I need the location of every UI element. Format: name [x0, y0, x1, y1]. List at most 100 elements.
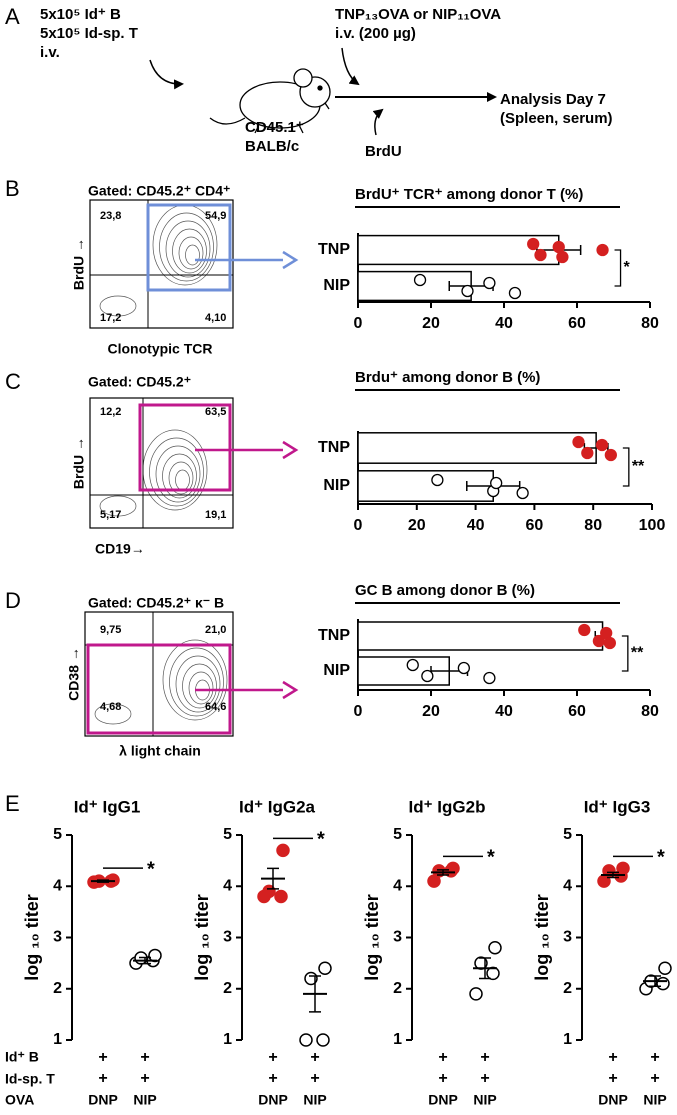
- x-tick-label: 40: [495, 315, 513, 332]
- data-point: [483, 276, 496, 290]
- data-point: [413, 273, 427, 287]
- data-point: [316, 1033, 330, 1047]
- contour: [162, 639, 228, 721]
- data-point: [299, 1033, 313, 1047]
- data-point: [432, 864, 446, 878]
- x-tick-label: 20: [422, 703, 440, 720]
- quadrant-value: 4,68: [100, 701, 121, 713]
- x-tick-label: 80: [584, 517, 602, 534]
- panel-letter: C: [5, 369, 21, 394]
- contour: [162, 453, 197, 499]
- category-label: DNP: [88, 1092, 118, 1108]
- data-point: [658, 961, 672, 975]
- quadrant-value: 4,10: [205, 312, 226, 324]
- x-axis-label: CD19→: [95, 541, 145, 557]
- y-axis-label: log ₁₀ titer: [22, 894, 42, 981]
- contour: [94, 703, 132, 725]
- bar: [357, 432, 597, 464]
- bar: [357, 234, 560, 266]
- donor-text: 5x10⁵ Id⁺ B: [40, 6, 121, 23]
- gate-label: Gated: CD45.2⁺ CD4⁺: [88, 183, 230, 199]
- data-point: [527, 237, 540, 251]
- y-tick-label: 4: [563, 877, 572, 894]
- gate-arrowhead: [282, 250, 299, 270]
- brdu-text: BrdU: [365, 143, 402, 160]
- contour: [178, 236, 204, 270]
- contour: [168, 461, 194, 495]
- data-point: [457, 661, 471, 675]
- plus-sign: +: [140, 1049, 149, 1066]
- x-tick-label: 40: [495, 703, 513, 720]
- quadrant-value: 5,17: [100, 509, 121, 521]
- data-point: [552, 240, 565, 254]
- data-point: [446, 861, 460, 876]
- analysis-text: (Spleen, serum): [500, 110, 613, 127]
- category-label: DNP: [258, 1092, 288, 1108]
- category-label: DNP: [428, 1092, 458, 1108]
- data-point: [461, 284, 474, 298]
- arrow: [372, 108, 384, 136]
- x-tick-label: 100: [639, 517, 666, 534]
- x-tick-label: 60: [568, 315, 586, 332]
- data-point: [604, 448, 617, 462]
- x-tick-label: 0: [354, 517, 363, 534]
- category-label: NIP: [323, 277, 350, 294]
- panel-letter: D: [5, 588, 21, 613]
- data-point: [600, 626, 613, 640]
- contour: [182, 663, 217, 709]
- significance-bracket: [614, 249, 622, 287]
- data-point: [516, 486, 529, 500]
- data-point: [488, 941, 502, 955]
- category-label: NIP: [303, 1092, 326, 1108]
- quadrant-value: 23,8: [100, 210, 121, 222]
- significance-bracket: [621, 635, 629, 672]
- y-tick-label: 2: [53, 980, 62, 997]
- y-tick-label: 5: [53, 826, 62, 843]
- x-tick-label: 20: [408, 517, 426, 534]
- gate-arrowhead: [282, 680, 299, 700]
- quadrant-value: 21,0: [205, 624, 226, 636]
- y-tick-label: 5: [223, 826, 232, 843]
- data-point: [421, 669, 434, 683]
- y-tick-label: 2: [563, 980, 572, 997]
- x-tick-label: 80: [641, 703, 659, 720]
- y-tick-label: 3: [393, 929, 402, 946]
- quadrant-value: 54,9: [205, 210, 226, 222]
- y-axis-label: log ₁₀ titer: [192, 894, 212, 981]
- category-label: TNP: [318, 241, 350, 258]
- data-point: [469, 987, 483, 1001]
- contour: [188, 671, 214, 705]
- quadrant-value: 17,2: [100, 312, 121, 324]
- row-label: OVA: [5, 1092, 34, 1108]
- error-bar: [607, 871, 619, 879]
- plus-sign: +: [480, 1049, 489, 1066]
- data-point: [572, 435, 585, 449]
- chart-title: Brdu⁺ among donor B (%): [355, 369, 540, 386]
- error-bar: [309, 975, 321, 1013]
- category-label: NIP: [643, 1092, 666, 1108]
- data-point: [508, 286, 522, 300]
- plus-sign: +: [98, 1049, 107, 1066]
- plus-sign: +: [608, 1070, 617, 1087]
- data-point: [406, 658, 419, 672]
- y-axis-label: BrdU →: [71, 238, 87, 290]
- contour: [165, 220, 211, 278]
- quadrant-value: 19,1: [205, 509, 226, 521]
- contour: [172, 228, 207, 274]
- y-tick-label: 2: [393, 980, 402, 997]
- host-text: CD45.1⁺: [245, 119, 304, 136]
- y-tick-label: 4: [393, 877, 402, 894]
- panel-letter: A: [5, 4, 20, 29]
- mouse: [209, 68, 331, 134]
- contour: [169, 647, 224, 717]
- x-tick-label: 80: [641, 315, 659, 332]
- x-tick-label: 60: [526, 517, 544, 534]
- category-label: NIP: [323, 662, 350, 679]
- plus-sign: +: [310, 1049, 319, 1066]
- error-bar: [267, 867, 279, 890]
- chart-title: GC B among donor B (%): [355, 582, 535, 599]
- donor-text: 5x10⁵ Id-sp. T: [40, 25, 138, 42]
- error-bar: [649, 975, 661, 987]
- y-tick-label: 3: [53, 929, 62, 946]
